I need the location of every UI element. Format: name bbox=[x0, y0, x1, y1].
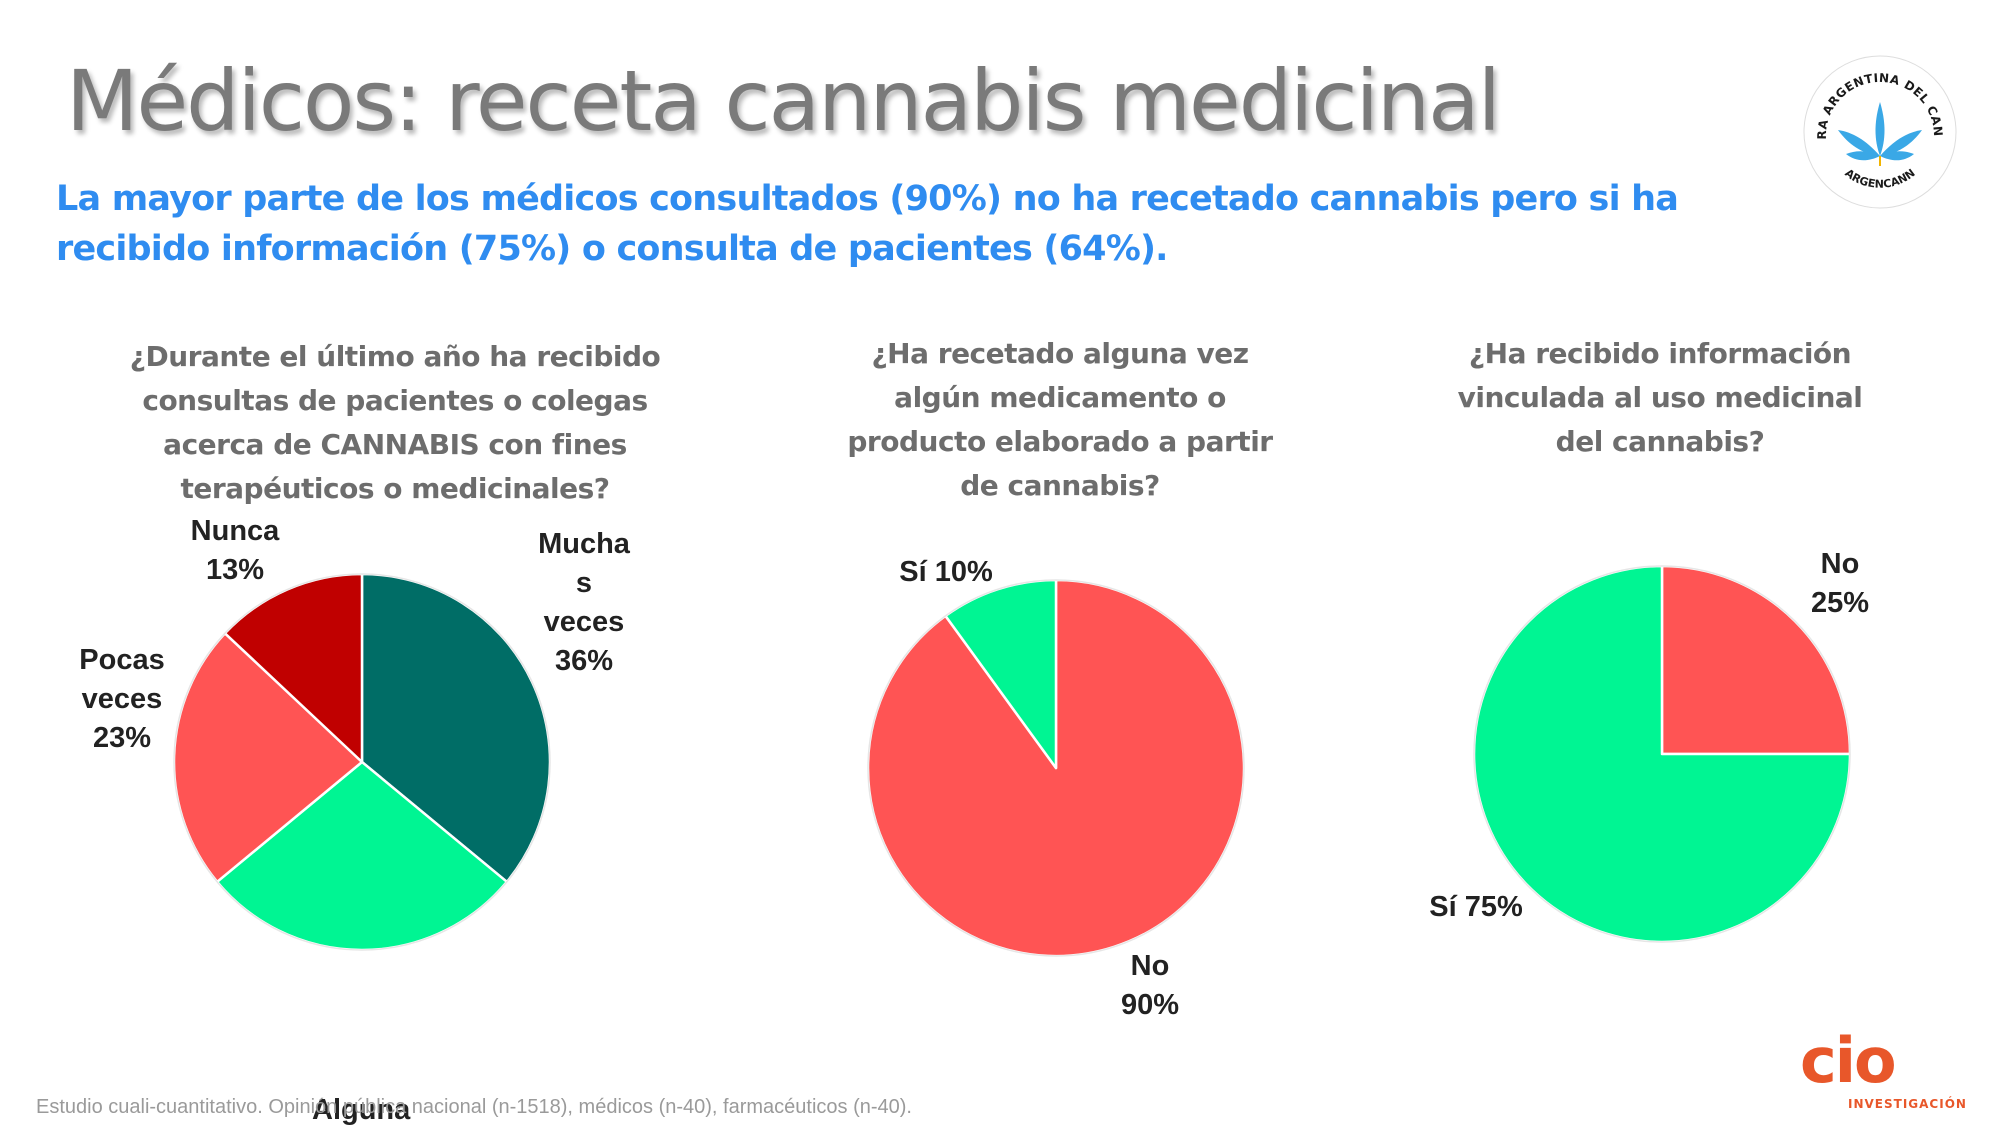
chart2-question: ¿Ha recetado alguna vez algún medicament… bbox=[847, 337, 1273, 502]
chart1-label-alguna: Alguna bbox=[312, 1094, 411, 1126]
page-subtitle: La mayor parte de los médicos consultado… bbox=[56, 179, 1679, 269]
cio-brand-text: cio bbox=[1800, 1024, 1895, 1097]
cannabis-leaf-icon bbox=[1838, 102, 1922, 161]
chart2-label-no: No 90% bbox=[1120, 950, 1180, 1021]
pie-outline bbox=[173, 573, 551, 951]
chart1-pie bbox=[172, 572, 552, 952]
footnote: Estudio cuali-cuantitativo. Opinión públ… bbox=[36, 1096, 912, 1118]
chart3-pie bbox=[1472, 564, 1852, 944]
page-title: Médicos: receta cannabis medicinal bbox=[66, 52, 1501, 150]
chart3-label-no: No 25% bbox=[1810, 548, 1870, 619]
chart3-label-si: Sí 75% bbox=[1429, 891, 1523, 923]
pie-outline bbox=[1473, 565, 1851, 943]
chart3-question: ¿Ha recibido información vinculada al us… bbox=[1457, 337, 1863, 458]
chart1-label-pocas: Pocas veces 23% bbox=[79, 644, 165, 754]
chart1-question: ¿Durante el último año ha recibido consu… bbox=[129, 340, 661, 505]
argencann-logo: CAMARA ARGENTINA DEL CANNABIS ARGENCANN bbox=[1800, 52, 1957, 209]
cio-logo: cio INVESTIGACIÓN bbox=[1800, 1024, 1967, 1111]
cio-brand-sub: INVESTIGACIÓN bbox=[1848, 1096, 1967, 1111]
chart2-label-si: Sí 10% bbox=[899, 556, 993, 588]
chart1-label-muchas: Mucha s veces 36% bbox=[538, 528, 630, 677]
chart2-pie bbox=[866, 578, 1246, 958]
pie-outline bbox=[867, 579, 1245, 957]
chart1-label-nunca: Nunca 13% bbox=[190, 515, 280, 586]
